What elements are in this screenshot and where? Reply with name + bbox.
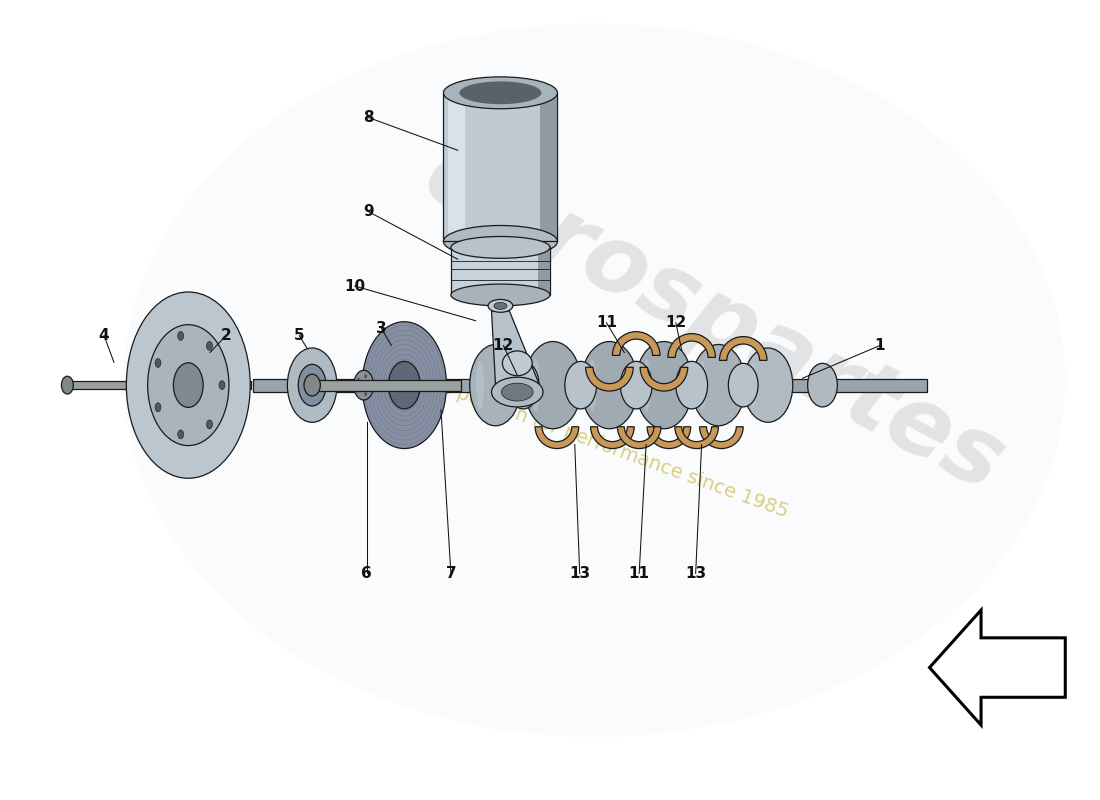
Ellipse shape	[443, 77, 558, 109]
Polygon shape	[449, 93, 465, 242]
Ellipse shape	[675, 362, 707, 409]
Ellipse shape	[507, 362, 539, 409]
Ellipse shape	[698, 361, 706, 410]
Ellipse shape	[178, 430, 184, 439]
Text: eurospartes: eurospartes	[408, 130, 1019, 512]
Ellipse shape	[364, 374, 367, 378]
Ellipse shape	[476, 361, 484, 410]
Ellipse shape	[642, 359, 651, 411]
Ellipse shape	[443, 226, 558, 258]
Text: 1: 1	[874, 338, 886, 353]
Text: 2: 2	[221, 328, 231, 343]
Wedge shape	[640, 367, 688, 391]
Ellipse shape	[451, 284, 550, 306]
Ellipse shape	[304, 374, 320, 396]
Ellipse shape	[124, 23, 1065, 737]
Wedge shape	[647, 426, 691, 449]
Ellipse shape	[62, 376, 74, 394]
Polygon shape	[492, 311, 539, 384]
Ellipse shape	[502, 383, 534, 401]
Wedge shape	[674, 426, 718, 449]
Ellipse shape	[525, 342, 582, 429]
Ellipse shape	[744, 348, 793, 422]
Ellipse shape	[178, 331, 184, 340]
Ellipse shape	[531, 359, 540, 411]
Wedge shape	[668, 334, 715, 358]
Wedge shape	[535, 426, 579, 449]
Ellipse shape	[620, 362, 652, 409]
Text: 11: 11	[629, 566, 650, 581]
Ellipse shape	[460, 82, 541, 104]
Ellipse shape	[207, 420, 212, 429]
Wedge shape	[591, 426, 635, 449]
Ellipse shape	[728, 363, 758, 407]
Polygon shape	[443, 93, 558, 242]
Ellipse shape	[287, 348, 337, 422]
Ellipse shape	[451, 237, 550, 258]
Text: 5: 5	[294, 328, 305, 343]
Ellipse shape	[368, 383, 372, 387]
Wedge shape	[613, 332, 660, 355]
Polygon shape	[540, 93, 558, 242]
Bar	[67, 381, 251, 390]
Ellipse shape	[358, 378, 360, 382]
Text: a passion for performance since 1985: a passion for performance since 1985	[438, 378, 791, 522]
Ellipse shape	[494, 302, 507, 310]
Ellipse shape	[362, 322, 447, 449]
Ellipse shape	[364, 392, 367, 396]
Text: 13: 13	[685, 566, 706, 581]
Ellipse shape	[564, 362, 596, 409]
Ellipse shape	[126, 292, 250, 478]
Text: 12: 12	[666, 315, 686, 330]
Ellipse shape	[358, 389, 360, 393]
Text: 13: 13	[569, 566, 591, 581]
Ellipse shape	[147, 325, 229, 446]
Wedge shape	[719, 337, 767, 360]
Wedge shape	[700, 426, 744, 449]
Text: 12: 12	[493, 338, 514, 353]
Ellipse shape	[219, 381, 224, 390]
Ellipse shape	[155, 403, 161, 412]
Ellipse shape	[470, 345, 521, 426]
Polygon shape	[451, 247, 550, 295]
Ellipse shape	[691, 345, 746, 426]
Ellipse shape	[581, 342, 638, 429]
Ellipse shape	[298, 364, 326, 406]
Text: 3: 3	[376, 321, 387, 336]
Bar	[312, 380, 461, 390]
Text: 9: 9	[363, 204, 374, 219]
Polygon shape	[930, 610, 1065, 725]
Ellipse shape	[587, 359, 596, 411]
Wedge shape	[617, 426, 661, 449]
Polygon shape	[538, 247, 550, 295]
Text: 4: 4	[99, 328, 109, 343]
Wedge shape	[585, 367, 634, 391]
Text: 6: 6	[361, 566, 372, 581]
Ellipse shape	[488, 299, 513, 312]
Text: 11: 11	[596, 315, 617, 330]
Bar	[253, 378, 926, 391]
Text: 8: 8	[363, 110, 374, 125]
Ellipse shape	[354, 370, 374, 400]
Text: 7: 7	[446, 566, 456, 581]
Ellipse shape	[807, 363, 837, 407]
Ellipse shape	[155, 358, 161, 367]
Ellipse shape	[492, 378, 543, 407]
Ellipse shape	[388, 362, 420, 409]
Ellipse shape	[207, 342, 212, 350]
Text: 10: 10	[344, 278, 365, 294]
Ellipse shape	[635, 342, 693, 429]
Ellipse shape	[749, 363, 757, 407]
Ellipse shape	[503, 351, 532, 376]
Ellipse shape	[174, 363, 204, 407]
